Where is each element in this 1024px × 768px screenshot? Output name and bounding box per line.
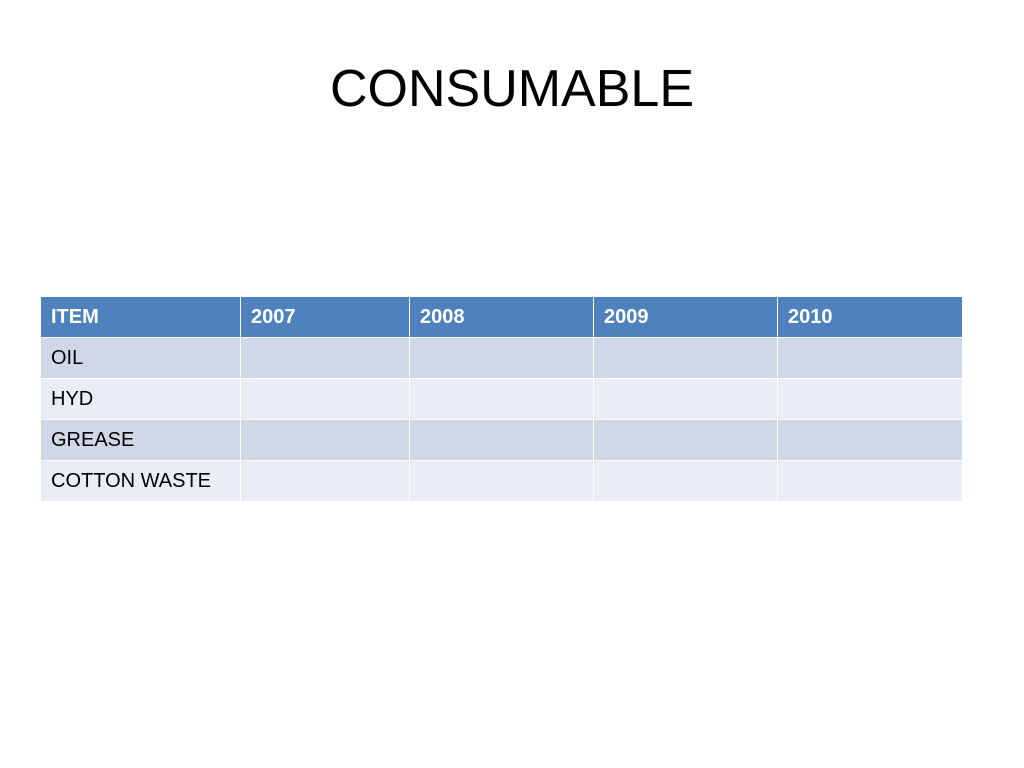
value-cell bbox=[240, 337, 410, 379]
value-cell bbox=[777, 337, 963, 379]
header-cell-2010: 2010 bbox=[777, 296, 963, 338]
value-cell bbox=[409, 419, 594, 461]
value-cell bbox=[240, 419, 410, 461]
header-cell-2009: 2009 bbox=[593, 296, 778, 338]
value-cell bbox=[409, 460, 594, 502]
consumable-table: ITEM 2007 2008 2009 2010 OIL HYD bbox=[40, 296, 963, 502]
value-cell bbox=[593, 337, 778, 379]
item-cell: COTTON WASTE bbox=[40, 460, 241, 502]
value-cell bbox=[240, 378, 410, 420]
value-cell bbox=[409, 378, 594, 420]
value-cell bbox=[409, 337, 594, 379]
value-cell bbox=[777, 460, 963, 502]
table-header-row: ITEM 2007 2008 2009 2010 bbox=[40, 296, 963, 338]
table-row: HYD bbox=[40, 378, 963, 420]
table-row: GREASE bbox=[40, 419, 963, 461]
value-cell bbox=[240, 460, 410, 502]
table-row: OIL bbox=[40, 337, 963, 379]
item-cell: GREASE bbox=[40, 419, 241, 461]
header-cell-2007: 2007 bbox=[240, 296, 410, 338]
value-cell bbox=[593, 419, 778, 461]
table-row: COTTON WASTE bbox=[40, 460, 963, 502]
value-cell bbox=[777, 378, 963, 420]
slide-title: CONSUMABLE bbox=[329, 60, 695, 118]
value-cell bbox=[593, 460, 778, 502]
value-cell bbox=[593, 378, 778, 420]
value-cell bbox=[777, 419, 963, 461]
item-cell: OIL bbox=[40, 337, 241, 379]
header-cell-item: ITEM bbox=[40, 296, 241, 338]
item-cell: HYD bbox=[40, 378, 241, 420]
header-cell-2008: 2008 bbox=[409, 296, 594, 338]
